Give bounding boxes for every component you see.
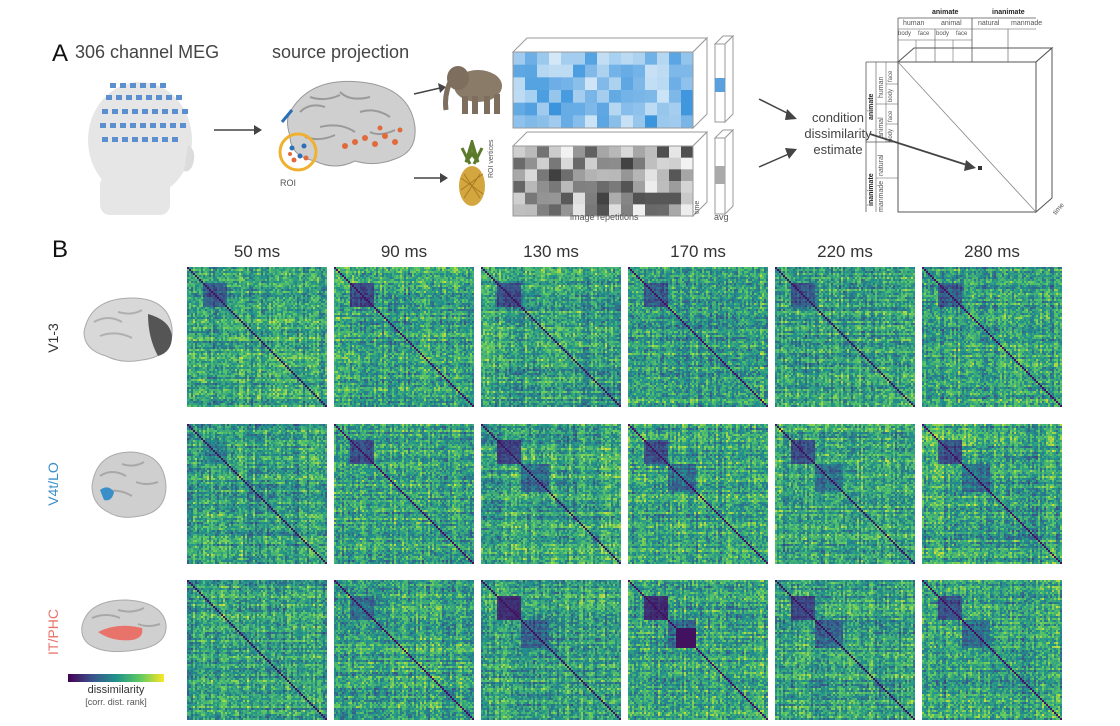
panel-a-letter: A [52,40,69,67]
schematic-top-face-2: face [956,31,968,37]
colorbar [68,674,164,682]
rdm-it-280ms [922,580,1062,720]
rdm-v1-130ms [481,267,621,407]
rdm-v4-220ms [775,424,915,564]
rdm-it-50ms [187,580,327,720]
brain-it-phc [81,599,167,653]
meg-title: 306 channel MEG [75,42,220,62]
schematic-top-body-1: body [898,31,912,37]
schematic-side-animal: animal [878,117,885,138]
time-axis-label: time [694,200,701,214]
rdm-v1-280ms [922,267,1062,407]
row-label-v1-3: V1-3 [45,323,61,353]
schematic-side-body-2: body [888,128,894,142]
schematic-side-inanimate: inanimate [868,173,875,206]
rdm-v1-170ms [628,267,768,407]
schematic-top-face-1: face [918,31,930,37]
arrows-to-estimate [758,98,797,168]
schematic-side-body: body [888,88,894,102]
schematic-side-animate: animate [868,93,875,120]
pineapple-stimulus [459,140,485,206]
estimate-line-3: estimate [813,142,863,157]
rdm-v1-220ms [775,267,915,407]
rdm-it-170ms [628,580,768,720]
time-label-220ms: 220 ms [817,242,873,261]
brain-v1-3 [83,297,173,362]
schematic-side-face-2: face [888,110,894,122]
rdm-v1-50ms [187,267,327,407]
roi-matrices-diagram [511,34,735,218]
schematic-top-animal: animal [941,20,962,27]
estimate-line-1: condition [811,110,865,125]
time-label-90ms: 90 ms [380,242,428,261]
schematic-top-body-2: body [936,31,950,37]
schematic-side-human: human [878,76,885,98]
schematic-top-animate: animate [932,9,959,16]
rdm-v4-170ms [628,424,768,564]
avg-label: avg [714,212,729,222]
roi-vertices-label: ROI vertices [488,139,495,178]
image-repetitions-label: image repetitions [570,212,639,222]
rdm-it-90ms [334,580,474,720]
rdm-v4-130ms [481,424,621,564]
elephant-stimulus [443,66,502,114]
schematic-side-face: face [888,70,894,82]
colorbar-subtitle: [corr. dist. rank] [85,697,147,707]
time-label-170ms: 170 ms [670,242,726,261]
rdm-v4-280ms [922,424,1062,564]
rdm-it-220ms [775,580,915,720]
rdm-it-130ms [481,580,621,720]
arrow-meg-to-source [214,125,262,135]
schematic-side-natural: natural [878,154,885,176]
row-label-it-phc: IT/PHC [45,609,61,655]
row-label-v4t-lo: V4t/LO [45,462,61,506]
schematic-top-manmade: manmade [1011,20,1043,27]
schematic-top-inanimate: inanimate [992,9,1025,16]
panel-b-letter: B [52,236,69,263]
rdm-v1-90ms [334,267,474,407]
time-label-50ms: 50 ms [233,242,281,261]
condition-dissimilarity-estimate: condition dissimilarity estimate [793,110,883,158]
arrows-to-stimuli [413,83,448,183]
rdm-v4-50ms [187,424,327,564]
source-projection-title: source projection [272,42,410,62]
schematic-top-natural: natural [978,20,1000,27]
rdm-schematic [865,17,1054,214]
estimate-line-2: dissimilarity [804,126,872,141]
rdm-v4-90ms [334,424,474,564]
roi-label: ROI [280,178,297,188]
time-label-130ms: 130 ms [523,242,579,261]
colorbar-title: dissimilarity [87,684,145,696]
schematic-top-human: human [903,20,925,27]
time-label-280ms: 280 ms [964,242,1020,261]
brain-v4t-lo [91,451,167,518]
meg-head-illustration [88,82,195,215]
schematic-side-manmade: manmade [878,180,885,212]
brain-source-projection [278,80,416,172]
roi-circle [278,132,318,172]
